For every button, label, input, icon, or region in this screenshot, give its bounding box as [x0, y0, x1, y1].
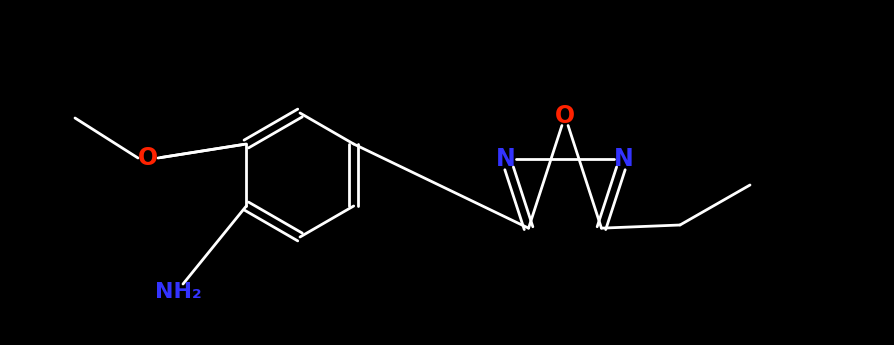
Text: O: O — [555, 104, 575, 128]
Text: O: O — [138, 146, 158, 170]
Text: N: N — [614, 147, 634, 171]
Text: NH₂: NH₂ — [155, 282, 201, 302]
Text: N: N — [496, 147, 516, 171]
